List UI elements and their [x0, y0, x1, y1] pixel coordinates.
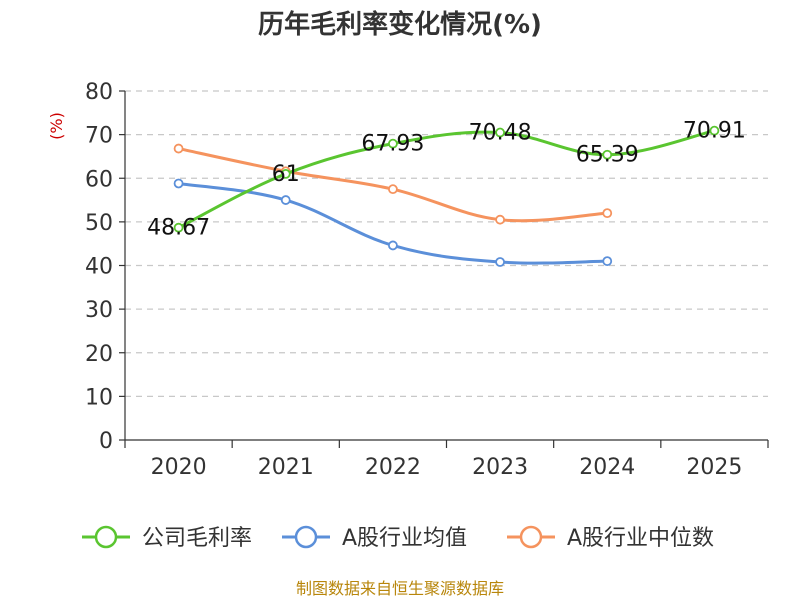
legend-label-0: 公司毛利率 — [142, 526, 252, 551]
y-axis-unit: (%) — [47, 112, 66, 140]
x-tick-label: 2023 — [472, 455, 528, 480]
gridlines — [125, 90, 768, 397]
y-tick-label: 30 — [85, 298, 113, 323]
series-line-1 — [178, 182, 608, 265]
data-point-2 — [388, 184, 398, 195]
data-point-1 — [280, 195, 291, 205]
data-label: 65.39 — [576, 143, 639, 168]
data-label: 61 — [272, 162, 300, 187]
data-label: 70.48 — [469, 121, 532, 146]
x-tick-label: 2025 — [686, 455, 742, 480]
series-line-0 — [177, 129, 715, 230]
data-label: 70.91 — [683, 119, 746, 144]
data-label: 48.67 — [147, 216, 210, 241]
source-note: 制图数据来自恒生聚源数据库 — [296, 579, 504, 598]
data-point-1 — [602, 256, 613, 267]
series-lines — [173, 125, 720, 267]
y-tick-label: 10 — [85, 385, 113, 410]
legend-label-2: A股行业中位数 — [567, 526, 714, 551]
data-point-1 — [173, 178, 184, 189]
legend-label-1: A股行业均值 — [342, 526, 467, 551]
legend-marker-1 — [294, 525, 318, 549]
data-label: 67.93 — [361, 132, 424, 157]
y-tick-label: 20 — [85, 342, 113, 367]
data-point-0 — [173, 222, 184, 233]
data-point-2 — [602, 208, 613, 219]
x-tick-label: 2021 — [258, 455, 314, 480]
x-tick-label: 2024 — [579, 455, 635, 480]
y-tick-label: 80 — [85, 80, 113, 105]
data-point-2 — [495, 214, 505, 225]
y-tick-label: 70 — [85, 124, 113, 149]
data-point-0 — [280, 168, 291, 179]
x-tick-label: 2020 — [151, 455, 207, 480]
axes: 0 10 20 30 40 50 60 70 80 2020 2021 2022 2023 2024 202… — [85, 80, 769, 480]
data-point-2 — [173, 143, 184, 154]
legend-marker-0 — [94, 525, 118, 549]
chart-title: 历年毛利率变化情况(%) — [258, 9, 542, 40]
data-labels: 48.67 61 67.93 70.48 65.39 70.91 — [147, 119, 746, 241]
data-point-0 — [495, 127, 505, 138]
data-point-0 — [709, 125, 720, 136]
y-tick-label: 50 — [85, 211, 113, 236]
x-tick-label: 2022 — [365, 455, 421, 480]
y-tick-label: 40 — [85, 255, 113, 280]
legend-marker-2 — [519, 525, 543, 549]
y-tick-label: 60 — [85, 167, 113, 192]
data-point-1 — [388, 240, 398, 251]
data-point-1 — [495, 257, 505, 267]
legend: 公司毛利率 A股行业均值 A股行业中位数 — [82, 525, 714, 551]
data-point-0 — [602, 149, 613, 160]
data-point-0 — [388, 138, 398, 149]
y-tick-label: 0 — [99, 429, 113, 454]
